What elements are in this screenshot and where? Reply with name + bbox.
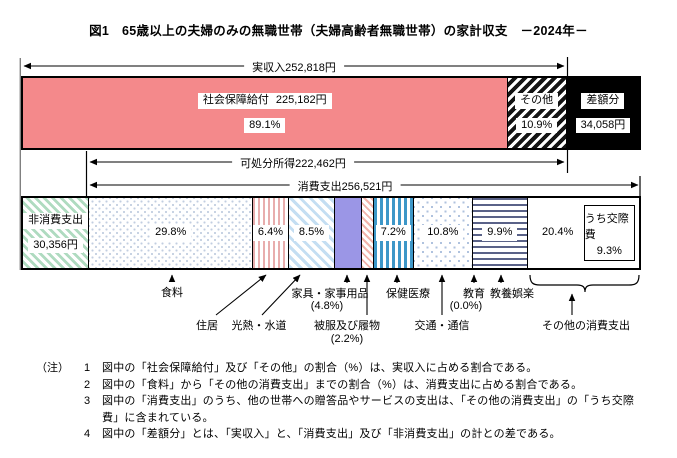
notes-heading: （注） [36, 362, 69, 374]
label-furniture: 家具・家事用品 [291, 288, 369, 300]
segment-other-income: その他 10.9% [506, 78, 566, 148]
segment-clothing [360, 198, 373, 268]
recreation-percent: 9.9% [482, 225, 518, 241]
transport-percent: 10.8% [422, 225, 464, 241]
health-percent: 7.2% [375, 225, 411, 241]
income-span-label: 実収入252,818円 [244, 59, 344, 75]
segment-health: 7.2% [372, 198, 413, 268]
non-consumption-value: 30,356円 [28, 237, 83, 254]
label-education: 教育 [463, 288, 485, 300]
segment-transport: 10.8% [412, 198, 473, 268]
expenditure-bar: 非消費支出 30,356円 29.8% 6.4% 8.5% 7.2% 10.8%… [21, 196, 641, 270]
segment-other-consumption: 20.4% うち交際費 9.3% [526, 198, 639, 268]
deficit-label: 差額分 [581, 92, 625, 109]
segment-recreation: 9.9% [472, 198, 527, 268]
brace-other-consumption [529, 274, 640, 293]
label-clothing-percent: (2.2%) [330, 333, 364, 345]
segment-food: 29.8% [88, 198, 253, 268]
arrow-housing [215, 274, 267, 316]
utilities-percent: 8.5% [293, 225, 329, 241]
other-consumption-percent: 20.4% [537, 225, 579, 241]
income-label: 実収入 [252, 62, 286, 74]
segment-housing: 6.4% [252, 198, 288, 268]
housing-percent: 6.4% [252, 225, 288, 241]
note-row: （注） 1 図中の「社会保障給付」及び「その他」の割合（%）は、実収入に占める割… [36, 360, 648, 377]
label-education-percent: (0.0%) [449, 300, 483, 312]
segment-social-security: 社会保障給付 225,182円 89.1% [23, 78, 507, 148]
kosaihi-box: うち交際費 9.3% [583, 205, 635, 261]
income-value: 252,818円 [285, 62, 336, 74]
kosaihi-percent: 9.3% [596, 244, 622, 257]
segment-deficit: 差額分 34,058円 [565, 78, 639, 148]
label-housing: 住居 [196, 320, 218, 332]
note-row: 2 図中の「食料」から「その他の消費支出」までの割合（%）は、消費支出に占める割… [84, 378, 583, 391]
label-other-consumption: その他の消費支出 [542, 320, 630, 332]
label-recreation: 教養娯楽 [490, 288, 534, 300]
social-security-percent: 89.1% [244, 117, 286, 134]
label-furniture-percent: (4.8%) [310, 300, 344, 312]
food-percent: 29.8% [150, 225, 192, 241]
label-utilities: 光熱・水道 [231, 320, 287, 332]
segment-utilities: 8.5% [287, 198, 335, 268]
note-row: 4 図中の「差額分」とは、「実収入」と、「消費支出」及び「非消費支出」の計との差… [84, 428, 561, 440]
income-bar: 社会保障給付 225,182円 89.1% その他 10.9% 差額分 34,05… [21, 76, 641, 150]
disposable-income-label: 可処分所得222,462円 [232, 155, 354, 171]
deficit-value: 34,058円 [575, 117, 631, 134]
segment-furniture [334, 198, 361, 268]
non-consumption-label: 非消費支出 [23, 212, 89, 229]
label-food: 食料 [161, 287, 183, 299]
social-security-label: 社会保障給付 225,182円 [197, 92, 332, 109]
label-clothing: 被服及び履物 [314, 320, 380, 332]
consumption-span-label: 消費支出256,521円 [289, 178, 401, 194]
segment-non-consumption: 非消費支出 30,356円 [23, 198, 89, 268]
note-row: 3 図中の「消費支出」のうち、他の世帯への贈答品やサービスの支出は、「その他の消… [84, 395, 635, 424]
label-transport: 交通・通信 [414, 320, 470, 332]
other-income-percent: 10.9% [516, 117, 558, 134]
label-health: 保健医療 [386, 288, 430, 300]
figure-title: 図1 65歳以上の夫婦のみの無職世帯（夫婦高齢者無職世帯）の家計収支 －2024… [89, 24, 588, 38]
other-income-label: その他 [515, 92, 559, 109]
kosaihi-label: うち交際費 [584, 212, 629, 241]
notes-block: （注） 1 図中の「社会保障給付」及び「その他」の割合（%）は、実収入に占める割… [36, 360, 648, 443]
